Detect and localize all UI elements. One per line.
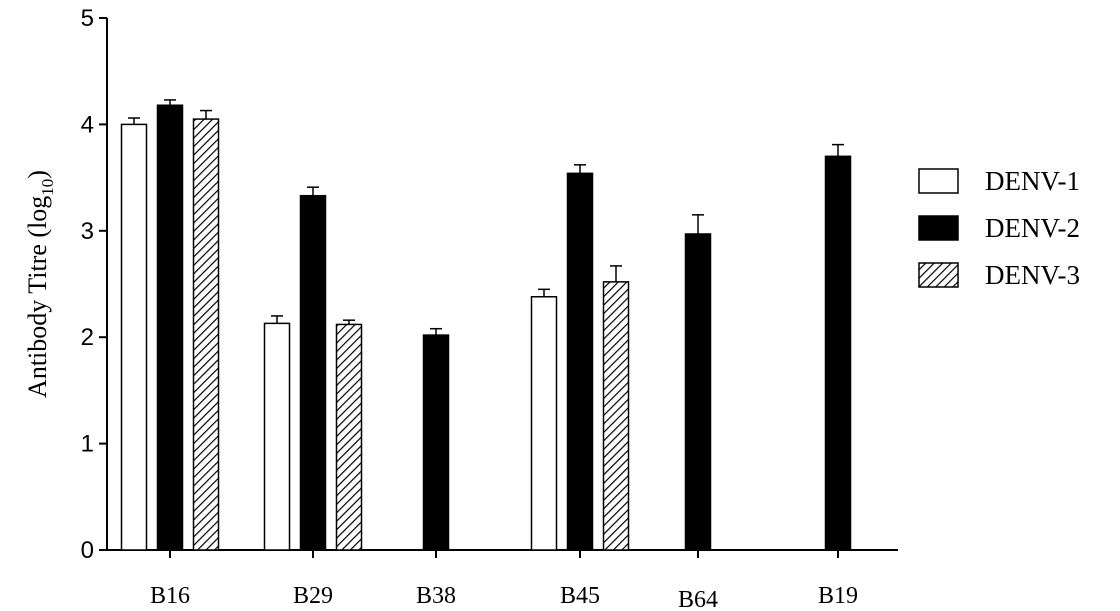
error-bar	[610, 265, 622, 282]
y-tick-label: 3	[81, 218, 94, 245]
bar-denv-1-b45	[530, 296, 558, 551]
error-bar	[574, 164, 586, 174]
y-tick-label: 2	[81, 324, 94, 351]
error-bars	[128, 99, 844, 336]
y-tick-label: 5	[81, 5, 94, 32]
error-bar	[538, 288, 550, 297]
bar-denv-3-b16	[192, 118, 220, 551]
legend-label: DENV-2	[985, 213, 1080, 243]
y-ticks: 0 1 2 3 4 5	[81, 5, 107, 564]
error-bar	[430, 327, 442, 336]
bar-denv-2-b29	[299, 194, 327, 551]
legend: DENV-1 DENV-2 DENV-3	[918, 166, 1080, 290]
bar-denv-2-b16	[156, 104, 184, 551]
legend-label: DENV-1	[985, 166, 1080, 196]
x-tick-label: B64	[678, 587, 718, 611]
error-bar	[200, 109, 212, 120]
axes	[106, 18, 898, 551]
bar-denv-2-b19	[824, 155, 852, 551]
x-tick-label: B29	[293, 583, 333, 609]
error-bar	[692, 214, 704, 234]
y-axis-title-main: Antibody Titre (log	[23, 196, 52, 398]
bar-denv-3-b29	[335, 323, 363, 551]
bar-denv-1-b16	[120, 123, 148, 551]
y-axis-title-close: )	[23, 170, 52, 179]
legend-swatch	[918, 262, 959, 288]
error-bar	[164, 99, 176, 106]
legend-swatch	[918, 168, 959, 194]
x-ticks: B16 B29 B38 B45 B64 B19	[150, 550, 858, 611]
bar-denv-2-b64	[684, 233, 712, 551]
legend-item-denv-3: DENV-3	[918, 260, 1080, 290]
y-tick-label: 4	[81, 111, 94, 138]
bars	[120, 104, 852, 551]
x-tick-label: B38	[416, 583, 456, 609]
legend-item-denv-1: DENV-1	[918, 166, 1080, 196]
error-bar	[128, 117, 140, 125]
error-bar	[307, 186, 319, 196]
x-tick-label: B16	[150, 583, 190, 609]
legend-swatch	[918, 215, 959, 241]
error-bar	[271, 315, 283, 324]
y-tick-label: 0	[81, 537, 94, 564]
bar-denv-3-b45	[602, 281, 630, 551]
error-bar	[832, 143, 844, 157]
y-axis-title-subscript: 10	[38, 179, 57, 196]
bar-denv-1-b29	[263, 322, 291, 551]
bar-denv-2-b45	[566, 172, 594, 551]
error-bar	[343, 319, 355, 325]
y-tick-label: 1	[81, 431, 94, 458]
legend-label: DENV-3	[985, 260, 1080, 290]
x-tick-label: B45	[560, 583, 600, 609]
legend-item-denv-2: DENV-2	[918, 213, 1080, 243]
bar-denv-2-b38	[422, 334, 450, 551]
y-axis-title: Antibody Titre (log10)	[23, 170, 57, 398]
x-tick-label: B19	[818, 583, 858, 609]
